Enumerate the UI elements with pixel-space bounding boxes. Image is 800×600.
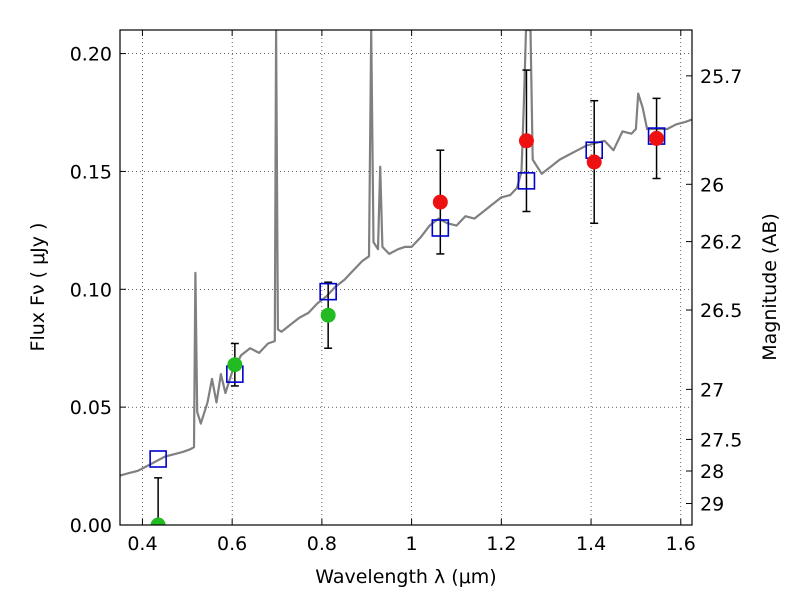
x-tick-label: 0.4 xyxy=(127,533,157,555)
y-tick-label: 0.05 xyxy=(70,397,112,419)
y-tick-label: 0.20 xyxy=(70,44,112,66)
y-tick-label: 0.15 xyxy=(70,161,112,183)
model-square-marker xyxy=(431,219,450,237)
x-tick-label: 0.6 xyxy=(217,533,247,555)
x-tick-label: 1 xyxy=(406,533,418,555)
optical-flux-marker xyxy=(150,517,166,525)
y-axis-label: Flux Fν ( μJy ) xyxy=(27,223,49,352)
mag-tick-label: 28 xyxy=(700,461,724,483)
optical-flux-marker xyxy=(227,357,243,373)
nir-flux-marker xyxy=(518,133,534,149)
mag-tick-label: 29 xyxy=(700,494,724,516)
y-tick-label: 0.00 xyxy=(70,515,112,537)
x-tick-label: 1.2 xyxy=(486,533,516,555)
marker-layer xyxy=(149,127,666,525)
y-tick-label: 0.10 xyxy=(70,279,112,301)
model-square-marker xyxy=(149,450,167,468)
mag-tick-label: 26.5 xyxy=(700,300,742,322)
mag-tick-label: 26 xyxy=(700,174,724,196)
mag-tick-label: 27 xyxy=(700,379,724,401)
x-tick-label: 1.6 xyxy=(666,533,696,555)
mag-tick-label: 27.5 xyxy=(700,429,742,451)
x-tick-label: 0.8 xyxy=(307,533,337,555)
model-square-marker xyxy=(517,172,536,190)
tick-layer: 0.4 0.6 0.8 1 1.2 1.4 1.6 0.00 0.05 0.10 0.15 0.20 2… xyxy=(70,30,742,555)
nir-flux-marker xyxy=(432,194,448,210)
plot-frame xyxy=(119,29,693,526)
mag-tick-label: 26.2 xyxy=(700,232,742,254)
mag-tick-label: 25.7 xyxy=(700,66,742,88)
model-square-marker xyxy=(319,282,337,301)
x-axis-label: Wavelength λ (μm) xyxy=(315,566,496,588)
nir-flux-marker xyxy=(586,154,602,170)
optical-flux-marker xyxy=(320,307,336,323)
nir-flux-marker xyxy=(649,130,665,146)
x-tick-label: 1.4 xyxy=(576,533,606,555)
y2-axis-label: Magnitude (AB) xyxy=(759,213,781,361)
